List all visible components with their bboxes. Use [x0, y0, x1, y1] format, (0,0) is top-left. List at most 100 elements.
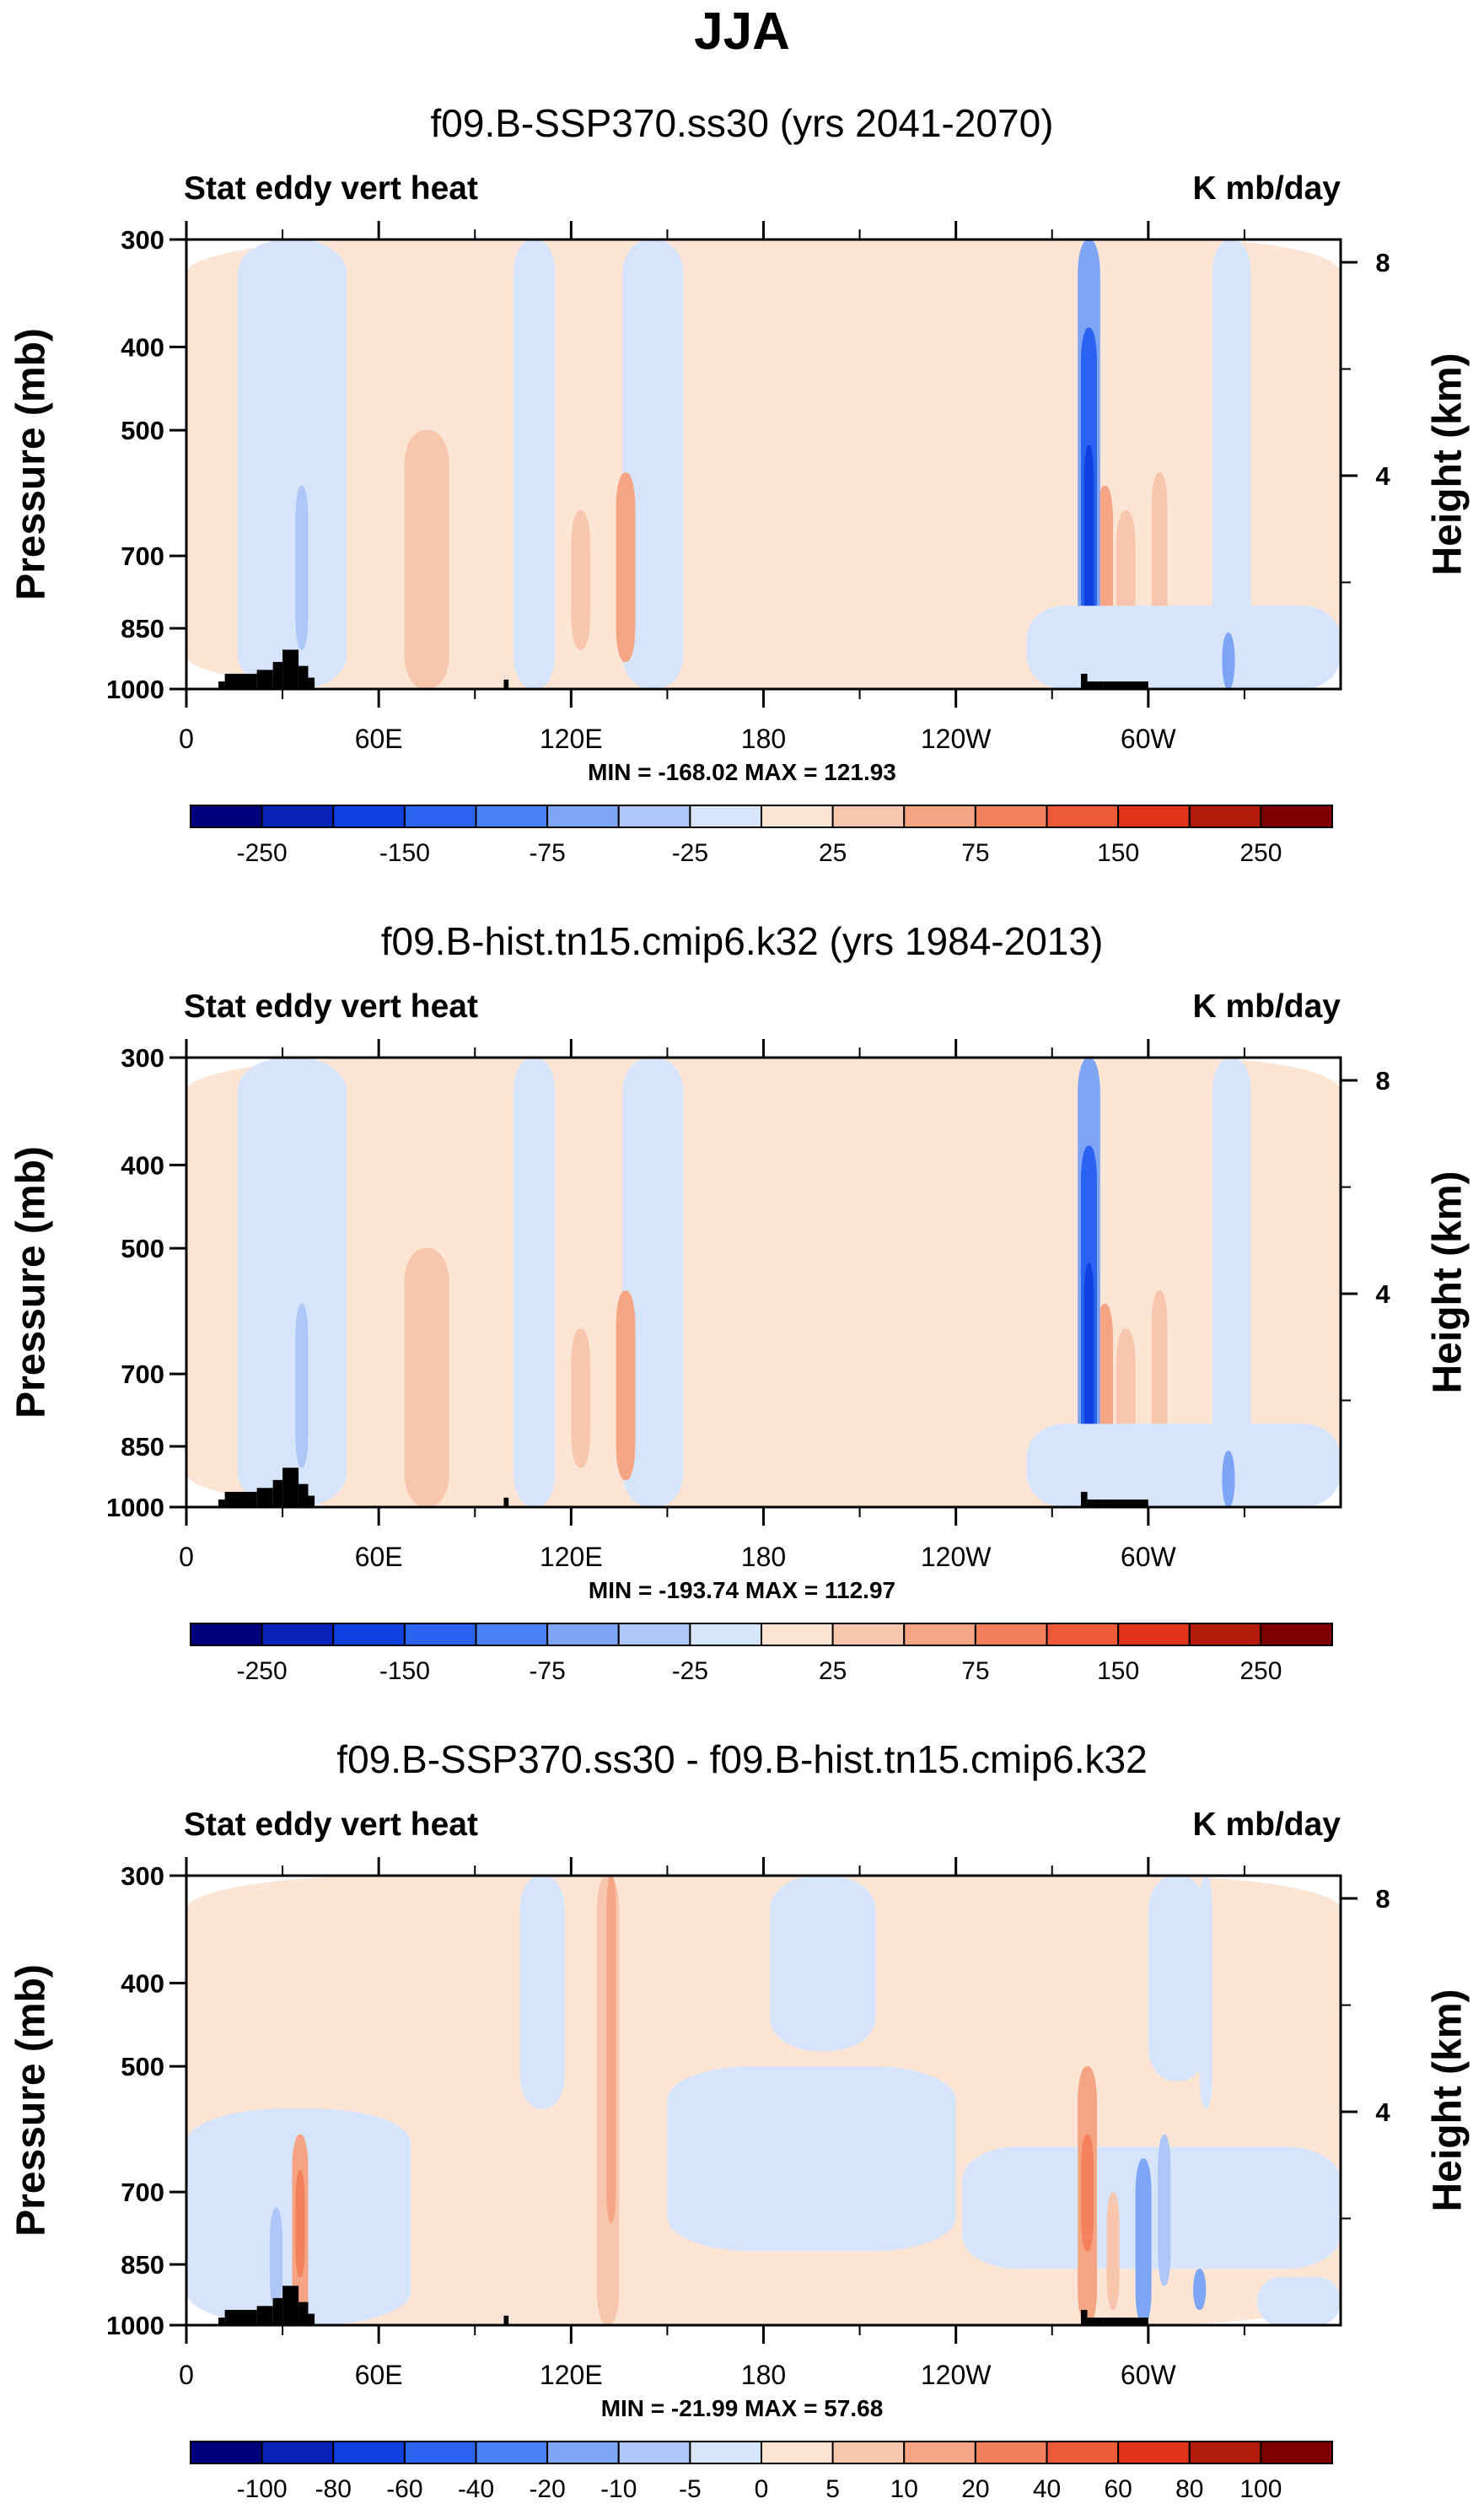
topography [1103, 1499, 1148, 1507]
contour-region [770, 1876, 876, 2052]
y2-tick-label: 4 [1375, 461, 1390, 491]
colorbar-swatch [1046, 2441, 1120, 2464]
y2-tick-label: 8 [1375, 1884, 1390, 1914]
colorbar-swatch [261, 805, 335, 828]
topography [1087, 2318, 1104, 2325]
topography [224, 673, 257, 689]
colorbar-label: -60 [386, 2475, 422, 2503]
colorbar-label: 20 [961, 2475, 989, 2503]
colorbar-label: 60 [1104, 2475, 1132, 2503]
colorbar-swatch [617, 805, 691, 828]
y-tick-label: 400 [121, 1968, 164, 1998]
panel-1: f09.B-SSP370.ss30 (yrs 2041-2070) Stat ed… [9, 101, 1471, 867]
colorbar-swatch [974, 2441, 1048, 2464]
y-tick-label: 700 [121, 1359, 164, 1389]
contour-region [616, 472, 636, 662]
y-tick-label: 1000 [106, 1493, 164, 1522]
colorbar-swatch [1260, 2441, 1333, 2464]
colorbar-label: -25 [672, 1657, 708, 1685]
min-max-label: MIN = -168.02 MAX = 121.93 [588, 759, 896, 785]
left-string: Stat eddy vert heat [184, 1806, 478, 1843]
y-tick-label: 500 [121, 2052, 164, 2081]
colorbar-label: 250 [1239, 1657, 1282, 1685]
y-axis-title: Pressure (mb) [9, 328, 54, 600]
x-tick-label: 120W [921, 2360, 992, 2390]
contour-region [1083, 1263, 1094, 1468]
y2-tick-label: 8 [1375, 1066, 1390, 1096]
y-tick-label: 700 [121, 2178, 164, 2207]
topography [1080, 2309, 1088, 2325]
colorbar-label: 5 [825, 2475, 840, 2503]
contour-region [513, 240, 556, 689]
colorbar-swatch [190, 2441, 263, 2464]
colorbar-swatch [1260, 1623, 1333, 1646]
contour-region [1026, 606, 1341, 689]
topography [1080, 1491, 1088, 1507]
colorbar-label: 25 [819, 839, 847, 867]
colorbar-label: -5 [679, 2475, 702, 2503]
y-tick-label: 1000 [106, 675, 164, 704]
contour-region [1080, 2134, 1094, 2252]
colorbar-swatch [761, 805, 834, 828]
min-max-label: MIN = -193.74 MAX = 112.97 [589, 1577, 895, 1603]
contour-region [404, 1248, 449, 1507]
topography [1103, 2318, 1148, 2325]
y2-axis-title: Height (km) [1426, 1171, 1471, 1394]
colorbar-swatch [1117, 2441, 1191, 2464]
colorbar-label: 10 [890, 2475, 918, 2503]
colorbar-label: 75 [961, 1657, 989, 1685]
colorbar-label: -40 [458, 2475, 494, 2503]
topography [218, 2318, 225, 2325]
colorbar-swatch [831, 1623, 906, 1646]
colorbar-label: -150 [379, 1657, 430, 1685]
topography [308, 2313, 315, 2325]
topography [256, 1488, 273, 1507]
panel-subtitle: f09.B-SSP370.ss30 (yrs 2041-2070) [431, 101, 1054, 145]
right-string: K mb/day [1192, 1806, 1341, 1843]
x-tick-label: 120W [921, 724, 992, 754]
colorbar-label: -150 [379, 839, 430, 867]
y-tick-label: 850 [121, 2250, 164, 2280]
x-tick-label: 60W [1121, 1542, 1177, 1572]
contour-region [1257, 2277, 1341, 2325]
colorbar-swatch [1046, 1623, 1120, 1646]
colorbar-swatch [831, 2441, 906, 2464]
topography [298, 1483, 309, 1507]
colorbar-label: -250 [237, 839, 288, 867]
colorbar-swatch [689, 1623, 762, 1646]
topography [218, 681, 225, 689]
colorbar-swatch [403, 805, 477, 828]
contour-region [1158, 2134, 1171, 2286]
contour-region [616, 1290, 636, 1480]
colorbar-swatch [261, 2441, 335, 2464]
contour-region [1106, 2192, 1120, 2310]
topography [256, 670, 273, 689]
contour-region [1148, 1876, 1207, 2081]
colorbar-label: 250 [1239, 839, 1282, 867]
field [186, 1876, 1341, 2325]
right-string: K mb/day [1192, 988, 1341, 1025]
colorbar-swatch [1188, 2441, 1262, 2464]
x-tick-label: 0 [179, 2360, 194, 2390]
x-tick-label: 120E [540, 2360, 603, 2390]
colorbar-swatch [475, 1623, 549, 1646]
topography [308, 1495, 315, 1507]
topography [503, 679, 509, 689]
contour-region [1222, 1451, 1235, 1507]
colorbar-swatch [903, 2441, 976, 2464]
colorbar-label: -20 [529, 2475, 565, 2503]
colorbar-label: -80 [315, 2475, 352, 2503]
colorbar-swatch [546, 2441, 620, 2464]
contour-region [295, 1303, 309, 1468]
topography [272, 661, 283, 689]
colorbar-swatch [1188, 805, 1262, 828]
y-tick-label: 300 [121, 1861, 164, 1891]
y-tick-label: 400 [121, 1150, 164, 1180]
y-tick-label: 300 [121, 225, 164, 255]
topography [218, 1499, 225, 1507]
y-tick-label: 400 [121, 332, 164, 362]
x-tick-label: 180 [741, 1542, 786, 1572]
contour-region [606, 1876, 616, 2223]
contour-region [667, 2066, 956, 2252]
contour-region [295, 2170, 305, 2278]
